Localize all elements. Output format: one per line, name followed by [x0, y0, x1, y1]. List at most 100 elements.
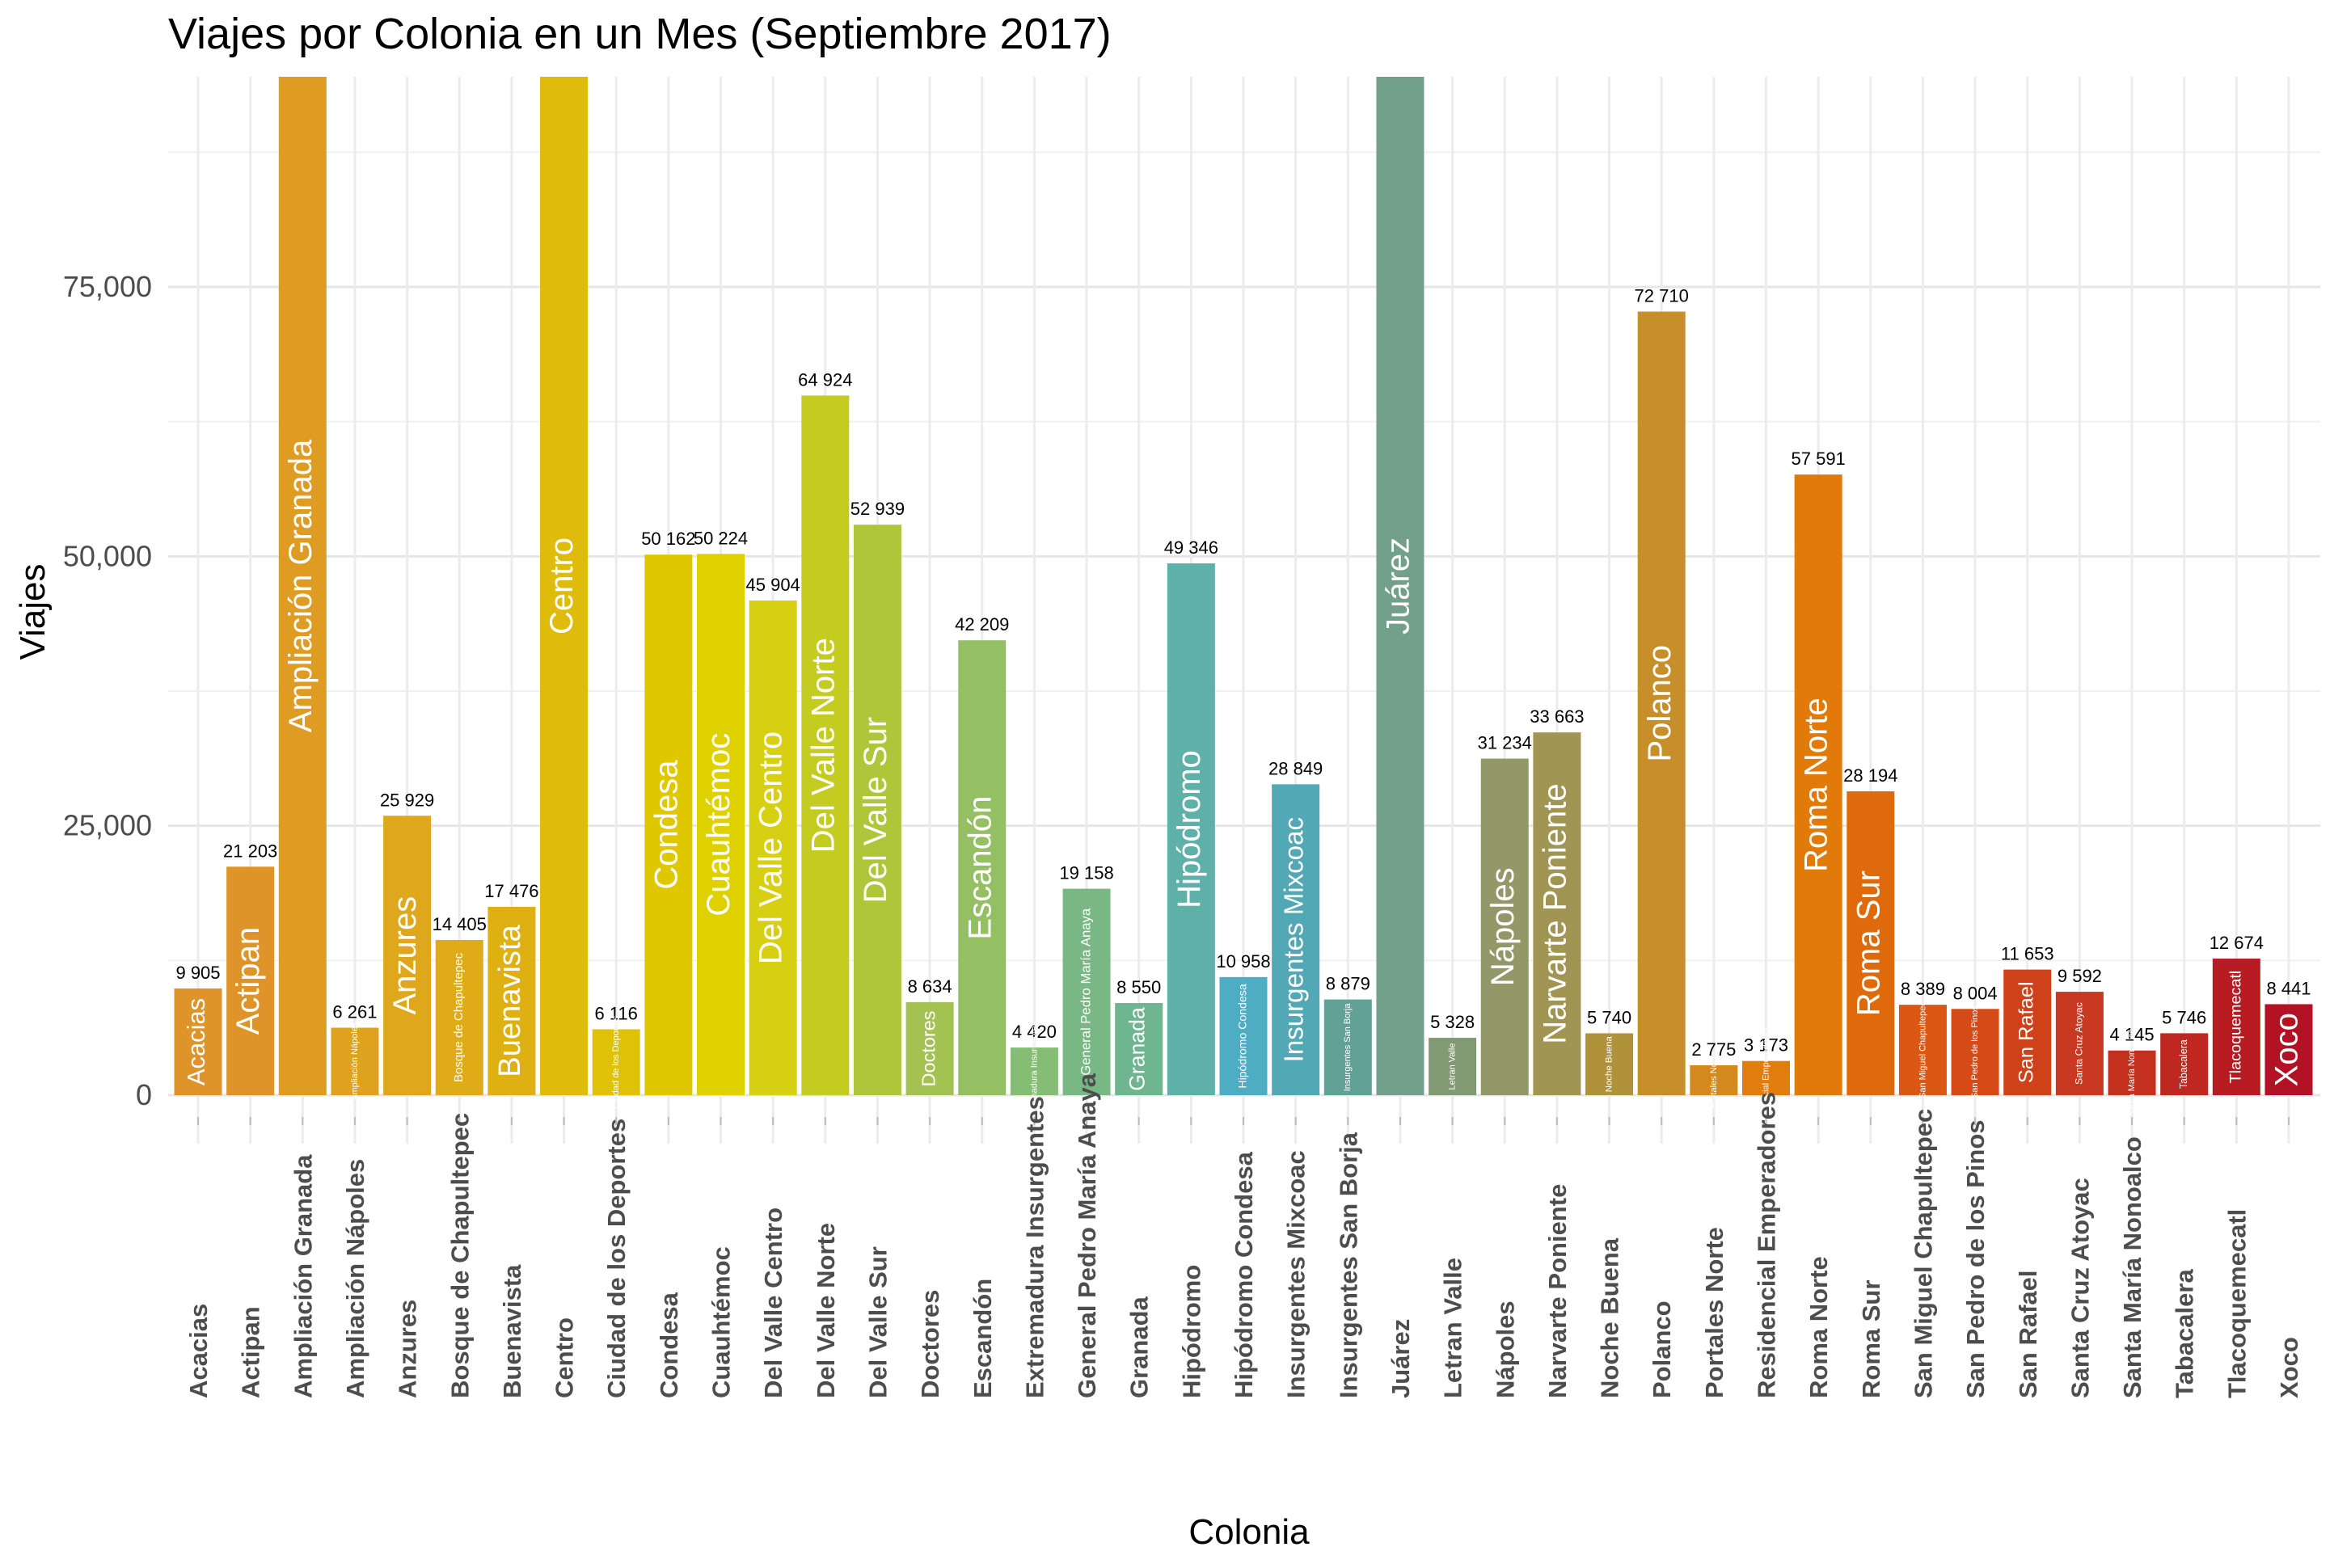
bar-value-label: 8 879: [1326, 974, 1370, 994]
bar-value-label: 5 740: [1587, 1007, 1631, 1027]
bar-inside-label: General Pedro María Anaya: [1078, 908, 1093, 1076]
x-tick-label: Cuauhtémoc: [707, 1246, 736, 1398]
bar: [697, 554, 745, 1095]
y-tick-label: 0: [136, 1078, 152, 1111]
bar-inside-label: Xoco: [2269, 1013, 2305, 1086]
bar-value-label: 33 663: [1530, 706, 1584, 727]
x-tick-label: Xoco: [2275, 1337, 2303, 1398]
bar-value-label: 10 958: [1216, 951, 1270, 972]
bar-value-label: 11 653: [2001, 944, 2054, 964]
x-tick-label: Tlacoquemecatl: [2222, 1209, 2251, 1398]
bar-inside-label: San Pedro de los Pinos: [1970, 1005, 1980, 1098]
bar: [1167, 563, 1215, 1095]
bar: [1429, 1037, 1477, 1095]
bar: [2212, 959, 2260, 1095]
bar-value-label: 12 674: [2209, 933, 2264, 953]
bar: [592, 1029, 640, 1095]
bar-value-label: 64 924: [798, 369, 852, 390]
bar: [1010, 1047, 1058, 1095]
bar: [2003, 969, 2052, 1095]
bar-inside-label: Ampliación Granada: [283, 439, 319, 732]
bar: [1272, 784, 1320, 1095]
bar: [1533, 732, 1581, 1095]
bar-value-label: 50 162: [641, 529, 695, 549]
bar-inside-label: Ampliación Nápoles: [350, 1022, 360, 1101]
bar-inside-label: Buenavista: [493, 924, 527, 1077]
bar: [2055, 992, 2104, 1095]
bar-value-label: 45 904: [746, 575, 800, 595]
x-tick-label: Residencial Emperadores: [1753, 1092, 1781, 1398]
x-tick-label: Santa Cruz Atoyac: [2066, 1178, 2094, 1398]
bar-inside-label: Letran Valle: [1448, 1043, 1458, 1090]
bar-inside-label: Del Valle Sur: [858, 717, 893, 903]
bar-inside-label: Condesa: [648, 760, 684, 890]
bar: [905, 1001, 954, 1095]
bar: [1480, 758, 1529, 1095]
x-tick-label: Hipódromo: [1177, 1265, 1205, 1398]
bar-value-label: 49 346: [1164, 537, 1218, 558]
bar-value-label: 4 420: [1012, 1022, 1057, 1042]
bar: [1376, 77, 1424, 1095]
x-tick-label: Nápoles: [1491, 1300, 1519, 1398]
bar: [1847, 791, 1895, 1095]
bar-inside-label: Acacias: [182, 998, 210, 1085]
bar: [226, 866, 275, 1095]
bar: [1690, 1065, 1738, 1095]
bar: [1794, 474, 1842, 1095]
bar-inside-label: Polanco: [1642, 645, 1678, 762]
bar-value-label: 6 116: [594, 1003, 637, 1023]
bar-inside-label: Bosque de Chapultepec: [452, 952, 466, 1082]
bar-inside-label: Hipódromo Condesa: [1236, 984, 1249, 1088]
bar: [1323, 999, 1372, 1095]
bar: [1219, 976, 1268, 1095]
bar-inside-label: Extremadura Insurgentes: [1029, 1021, 1039, 1121]
bar: [278, 77, 327, 1095]
bar-value-label: 21 203: [223, 841, 277, 861]
bar-inside-label: Centro: [544, 537, 580, 634]
bar-value-label: 5 746: [2162, 1007, 2206, 1027]
bar-value-label: 28 849: [1268, 758, 1323, 778]
bar-inside-label: Santa María Nonoalco: [2127, 1029, 2137, 1117]
bar-inside-label: Noche Buena: [1605, 1036, 1614, 1093]
bar: [1898, 1005, 1947, 1095]
bar: [331, 1027, 379, 1095]
bar: [2108, 1050, 2156, 1095]
bar: [1585, 1033, 1634, 1095]
bar-value-label: 2 775: [1691, 1039, 1736, 1060]
bar: [801, 395, 850, 1095]
bar-value-label: 42 209: [955, 614, 1009, 634]
bar: [1637, 311, 1686, 1095]
bar-inside-label: Del Valle Norte: [805, 638, 841, 853]
bar-value-label: 6 261: [332, 1002, 377, 1022]
bar-inside-label: Roma Norte: [1799, 698, 1834, 872]
x-tick-label: Letran Valle: [1439, 1258, 1467, 1398]
bar-value-label: 17 476: [484, 881, 538, 901]
x-tick-label: Roma Norte: [1804, 1256, 1833, 1398]
bar-inside-label: Actipan: [230, 927, 266, 1035]
x-tick-label: Acacias: [184, 1304, 213, 1398]
bar-inside-label: Ciudad de los Deportes: [611, 1015, 621, 1108]
bar-inside-label: Narvarte Poniente: [1537, 783, 1572, 1043]
bar-value-label: 31 234: [1478, 733, 1532, 753]
bar: [174, 988, 222, 1095]
bar-inside-label: Nápoles: [1485, 867, 1521, 986]
x-tick-label: Del Valle Centro: [759, 1208, 787, 1398]
bar-value-label: 8 634: [908, 976, 952, 997]
y-tick-label: 25,000: [63, 809, 152, 842]
y-axis-title: Viajes: [13, 563, 53, 660]
bar-inside-label: Roma Sur: [1851, 870, 1886, 1016]
bar-inside-label: San Rafael: [2015, 981, 2037, 1083]
x-tick-label: Narvarte Poniente: [1543, 1184, 1572, 1398]
bar-inside-label: Anzures: [387, 896, 423, 1015]
x-tick-label: Portales Norte: [1700, 1227, 1728, 1398]
bar: [958, 640, 1007, 1095]
bar-inside-label: Hipódromo: [1171, 750, 1207, 908]
chart-title: Viajes por Colonia en un Mes (Septiembre…: [168, 10, 1112, 58]
bar-value-label: 8 550: [1116, 977, 1161, 997]
bar-inside-label: Granada: [1125, 1007, 1150, 1091]
bar: [1062, 888, 1111, 1095]
bar: [853, 525, 901, 1095]
y-tick-label: 50,000: [63, 539, 152, 572]
